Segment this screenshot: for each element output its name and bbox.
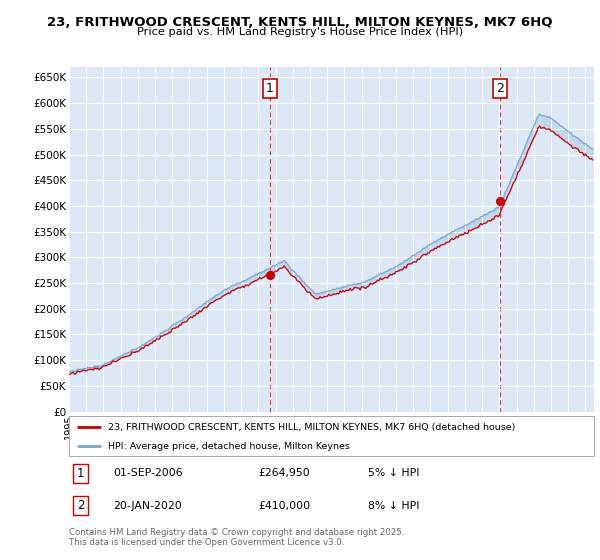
Text: £264,950: £264,950 <box>258 468 310 478</box>
Text: Contains HM Land Registry data © Crown copyright and database right 2025.
This d: Contains HM Land Registry data © Crown c… <box>69 528 404 548</box>
Text: £410,000: £410,000 <box>258 501 310 511</box>
Text: 23, FRITHWOOD CRESCENT, KENTS HILL, MILTON KEYNES, MK7 6HQ (detached house): 23, FRITHWOOD CRESCENT, KENTS HILL, MILT… <box>109 423 516 432</box>
Text: 5% ↓ HPI: 5% ↓ HPI <box>368 468 420 478</box>
Text: 1: 1 <box>77 467 84 480</box>
Text: 01-SEP-2006: 01-SEP-2006 <box>113 468 183 478</box>
Text: 8% ↓ HPI: 8% ↓ HPI <box>368 501 420 511</box>
Text: 2: 2 <box>496 82 504 95</box>
Text: 20-JAN-2020: 20-JAN-2020 <box>113 501 182 511</box>
Text: 23, FRITHWOOD CRESCENT, KENTS HILL, MILTON KEYNES, MK7 6HQ: 23, FRITHWOOD CRESCENT, KENTS HILL, MILT… <box>47 16 553 29</box>
Text: HPI: Average price, detached house, Milton Keynes: HPI: Average price, detached house, Milt… <box>109 442 350 451</box>
Text: Price paid vs. HM Land Registry's House Price Index (HPI): Price paid vs. HM Land Registry's House … <box>137 27 463 37</box>
Text: 2: 2 <box>77 499 84 512</box>
Text: 1: 1 <box>266 82 274 95</box>
